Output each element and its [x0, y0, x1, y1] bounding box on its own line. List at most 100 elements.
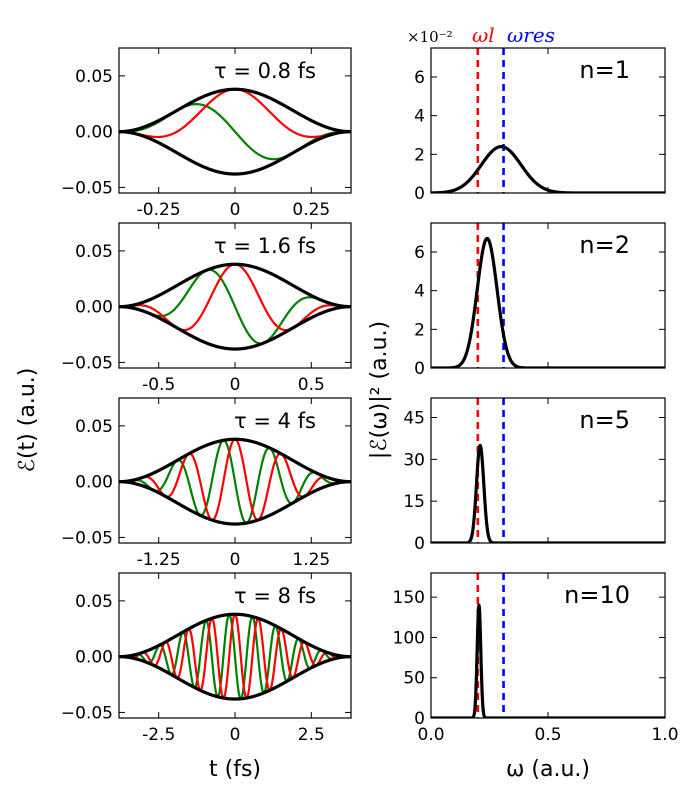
spectrum-2-n-label: n=2: [579, 231, 630, 259]
spectrum-4-ytick-label: 0: [414, 709, 425, 729]
time-4-xtick-label: 2.5: [298, 725, 325, 745]
time-2-tau-label: τ = 1.6 fs: [214, 234, 316, 258]
time-3-xtick-label: 0: [230, 550, 241, 570]
spectrum-3-ytick-label: 0: [414, 534, 425, 554]
time-4-ytick-label: −0.05: [61, 703, 113, 723]
time-panel-curves: [119, 87, 351, 176]
time-3-ytick-label: 0.00: [75, 473, 113, 493]
time-1-envelope-lower: [119, 130, 351, 176]
time-3-ytick-label: −0.05: [61, 528, 113, 548]
spectrum-2-frame: [430, 222, 666, 369]
spectrum-panel-curves: [431, 573, 665, 718]
time-1-xtick-label: -0.25: [137, 200, 181, 220]
time-1-ytick-label: −0.05: [61, 178, 113, 198]
time-3-tau-label: τ = 4 fs: [234, 409, 316, 433]
time-panel-2: -0.5 0 0.5 −0.05 0.00 0.05 τ = 1.6 fs: [61, 222, 352, 395]
time-2-xtick-label: 0.5: [298, 375, 325, 395]
spectrum-panel-3: 0 15 30 45 n=5: [403, 397, 666, 554]
panels-group: -0.25 0 0.25−0.050.000.05 τ = 0.8 fs-0.5 0 0.…: [61, 47, 679, 745]
time-panel-4: -2.5 0 2.5 −0.05 0.00 0.05 τ = 8 fs: [61, 572, 352, 745]
time-panel-1: -0.25 0 0.25 −0.05 0.00 0.05 τ = 0.8 fs: [61, 47, 352, 220]
spectrum-1-ytick-label: 4: [414, 107, 425, 127]
spectrum-3-ytick-label: 45: [403, 409, 425, 429]
spectrum-4-curve: [431, 603, 665, 718]
time-1-sin-field: [119, 103, 351, 161]
spectrum-2-curve: [431, 236, 665, 368]
spectrum-4-ytick-label: 50: [403, 669, 425, 689]
y-label-left: ℰ(t) (a.u.): [15, 368, 40, 473]
time-1-cos-field: [119, 88, 351, 139]
spectrum-2-ytick-label: 4: [414, 282, 425, 302]
time-2-ytick-label: 0.00: [75, 298, 113, 318]
spectrum-panel-curves: [431, 48, 665, 193]
time-4-envelope-lower: [119, 655, 351, 701]
time-1-xtick-label: 0.25: [292, 200, 330, 220]
time-4-sin-field: [119, 613, 351, 700]
spectrum-2-ytick-label: 6: [414, 243, 425, 263]
spectrum-3-ytick-label: 15: [403, 492, 425, 512]
spectrum-4-frame: [430, 572, 666, 719]
time-4-tau-label: τ = 8 fs: [234, 584, 316, 608]
time-2-envelope-upper: [119, 262, 351, 309]
time-2-xtick-label: -0.5: [142, 375, 175, 395]
time-2-frame: [118, 222, 352, 369]
time-1-frame: [118, 47, 352, 194]
time-4-envelope-upper: [119, 612, 351, 659]
x-label-left: t (fs): [209, 757, 261, 782]
time-3-frame: [118, 397, 352, 544]
spectrum-3-n-label: n=5: [579, 406, 630, 434]
time-1-ytick-label: 0.05: [75, 67, 113, 87]
spectrum-panel-1: 0 2 4 6 n=1: [414, 47, 666, 204]
time-1-tau-label: τ = 0.8 fs: [214, 59, 316, 83]
spectrum-1-ytick-label: 6: [414, 68, 425, 88]
exponent-label: ×10⁻²: [407, 28, 453, 46]
spectrum-1-frame: [430, 47, 666, 194]
time-1-ytick-label: 0.00: [75, 123, 113, 143]
time-2-xtick-label: 0: [230, 375, 241, 395]
spectrum-4-xtick-label: 0.0: [417, 725, 444, 745]
spectrum-1-n-label: n=1: [579, 56, 630, 84]
spectrum-1-ytick-label: 0: [414, 184, 425, 204]
spectrum-panel-2: 0 2 4 6 n=2: [414, 222, 666, 379]
time-2-sin-field: [119, 268, 351, 345]
spectrum-1-curve: [431, 145, 665, 193]
spectrum-panel-curves: [431, 398, 665, 543]
time-panel-curves: [119, 262, 351, 351]
spectrum-3-ytick-label: 30: [403, 450, 425, 470]
time-panel-3: -1.25 0 1.25 −0.05 0.00 0.05 τ = 4 fs: [61, 397, 352, 570]
time-2-envelope-lower: [119, 305, 351, 351]
spectrum-panel-4: 0.0 0.5 1.0 0 50 100 150 n=10: [393, 572, 679, 745]
spectrum-2-ytick-label: 0: [414, 359, 425, 379]
time-3-ytick-label: 0.05: [75, 417, 113, 437]
spectrum-4-n-label: n=10: [564, 581, 630, 609]
spectrum-3-curve: [431, 443, 665, 543]
time-4-xtick-label: 0: [230, 725, 241, 745]
spectrum-4-ytick-label: 150: [393, 588, 425, 608]
time-3-envelope-lower: [119, 480, 351, 526]
spectrum-1-ytick-label: 2: [414, 145, 425, 165]
time-panel-curves: [119, 612, 351, 701]
spectrum-4-xtick-label: 1.0: [651, 725, 678, 745]
time-2-ytick-label: −0.05: [61, 353, 113, 373]
time-4-ytick-label: 0.05: [75, 592, 113, 612]
time-4-frame: [118, 572, 352, 719]
spectrum-2-ytick-label: 2: [414, 320, 425, 340]
time-3-xtick-label: -1.25: [137, 550, 181, 570]
time-4-ytick-label: 0.00: [75, 648, 113, 668]
time-panel-curves: [119, 437, 351, 526]
time-4-xtick-label: -2.5: [142, 725, 175, 745]
time-3-xtick-label: 1.25: [292, 550, 330, 570]
time-1-envelope-upper: [119, 87, 351, 134]
omega-l-label: ωl: [472, 23, 495, 47]
y-label-right: |ℰ(ω)|² (a.u.): [367, 321, 392, 459]
x-label-right: ω (a.u.): [506, 757, 590, 782]
time-3-envelope-upper: [119, 437, 351, 484]
omega-res-label: ωres: [507, 23, 555, 47]
spectrum-3-frame: [430, 397, 666, 544]
spectrum-4-ytick-label: 100: [393, 628, 425, 648]
spectrum-4-xtick-label: 0.5: [534, 725, 561, 745]
time-1-xtick-label: 0: [230, 200, 241, 220]
spectrum-panel-curves: [431, 223, 665, 368]
time-2-ytick-label: 0.05: [75, 242, 113, 262]
